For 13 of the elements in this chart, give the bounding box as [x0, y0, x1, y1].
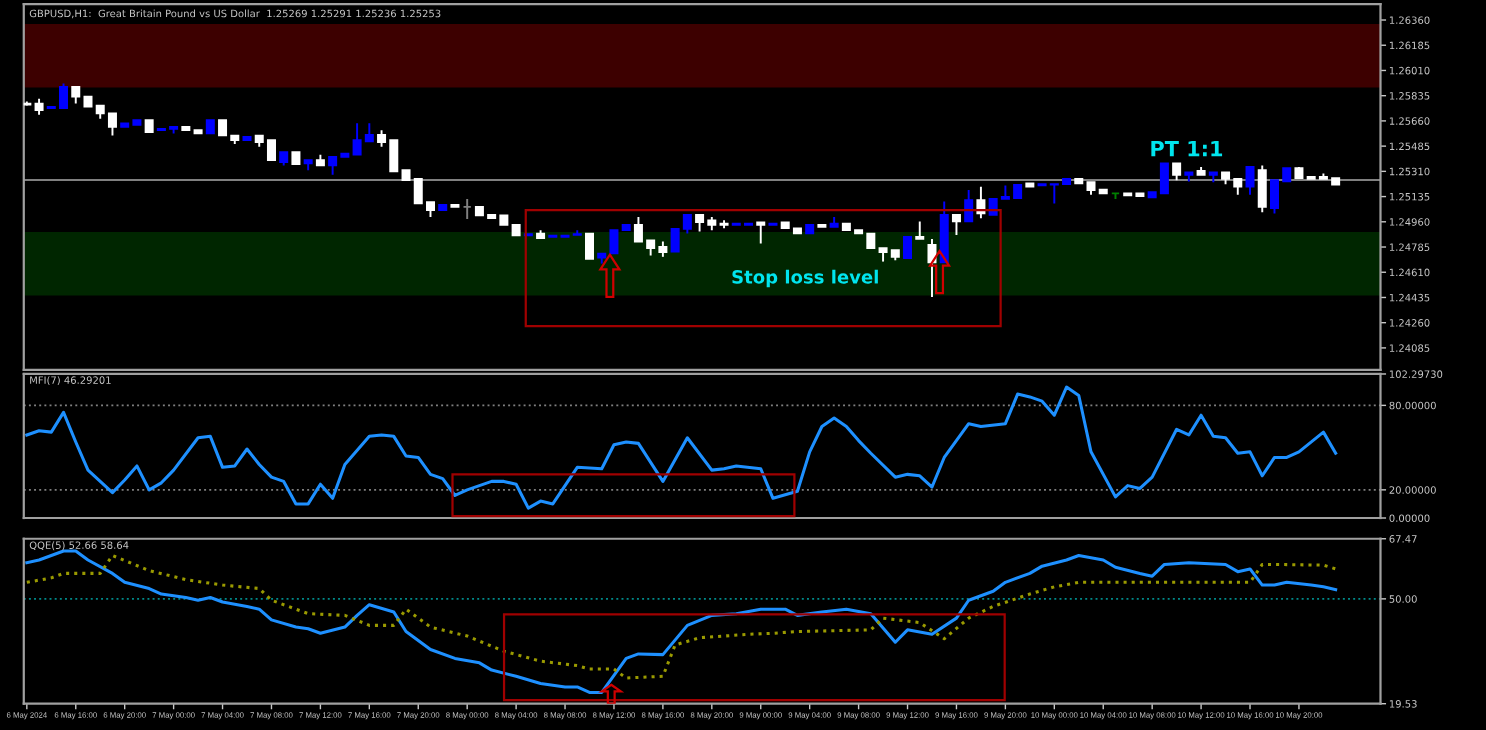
candlestick — [609, 229, 619, 255]
candlestick — [584, 232, 595, 260]
candlestick — [903, 236, 913, 260]
candlestick — [927, 237, 937, 298]
candlestick — [939, 200, 949, 264]
line-series — [25, 385, 1338, 510]
candlestick — [951, 213, 961, 236]
candlestick — [964, 189, 974, 223]
annotation: Stop loss level — [732, 269, 878, 288]
annotation: PT 1:1 — [1151, 140, 1223, 157]
candlestick — [756, 221, 766, 245]
candlestick — [1245, 165, 1255, 196]
candlestick — [1257, 164, 1267, 214]
